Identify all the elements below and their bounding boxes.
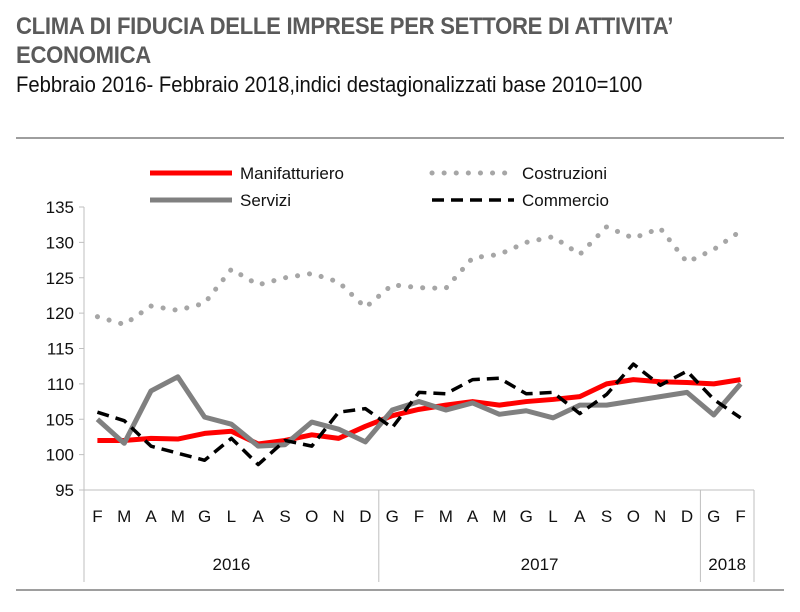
x-tick-label: N — [332, 507, 344, 526]
y-tick-label: 135 — [46, 198, 74, 217]
x-tick-label: D — [681, 507, 693, 526]
x-tick-label: S — [601, 507, 612, 526]
x-tick-label: F — [735, 507, 745, 526]
x-tick-label: M — [117, 507, 131, 526]
chart-subtitle: Febbraio 2016- Febbraio 2018,indici dest… — [16, 72, 643, 97]
legend-label: Manifatturiero — [240, 164, 344, 183]
x-tick-label: F — [414, 507, 424, 526]
x-tick-label: M — [439, 507, 453, 526]
legend-label: Servizi — [240, 191, 291, 210]
y-tick-label: 95 — [55, 481, 74, 500]
y-tick-label: 120 — [46, 304, 74, 323]
y-tick-label: 115 — [47, 340, 74, 359]
x-tick-label: A — [145, 507, 157, 526]
x-tick-label: G — [386, 507, 399, 526]
x-tick-label: N — [654, 507, 666, 526]
series-line-commercio — [96, 362, 742, 467]
year-label: 2018 — [708, 555, 746, 574]
y-tick-label: 100 — [46, 446, 74, 465]
x-tick-label: O — [627, 507, 640, 526]
x-tick-label: F — [92, 507, 102, 526]
x-tick-label: A — [467, 507, 479, 526]
x-tick-label: D — [359, 507, 371, 526]
legend-label: Commercio — [522, 191, 609, 210]
x-tick-label: L — [548, 507, 557, 526]
year-label: 2016 — [212, 555, 250, 574]
x-tick-label: A — [253, 507, 265, 526]
series-line-manifatturiero — [97, 377, 741, 447]
x-tick-label: G — [520, 507, 533, 526]
y-tick-label: 125 — [46, 269, 74, 288]
x-tick-label: O — [305, 507, 318, 526]
y-tick-label: 105 — [46, 410, 74, 429]
year-label: 2017 — [521, 555, 559, 574]
series-line-costruzioni — [94, 224, 744, 327]
series-line-servizi — [95, 374, 743, 449]
x-tick-label: L — [227, 507, 236, 526]
x-tick-label: G — [707, 507, 720, 526]
x-tick-label: G — [198, 507, 211, 526]
chart-title: CLIMA DI FIDUCIA DELLE IMPRESE PER SETTO… — [16, 13, 672, 69]
legend-label: Costruzioni — [522, 164, 607, 183]
x-tick-label: A — [574, 507, 586, 526]
y-tick-label: 130 — [46, 233, 74, 252]
x-tick-label: M — [171, 507, 185, 526]
x-tick-label: S — [279, 507, 290, 526]
y-tick-label: 110 — [47, 375, 74, 394]
x-tick-label: M — [492, 507, 506, 526]
